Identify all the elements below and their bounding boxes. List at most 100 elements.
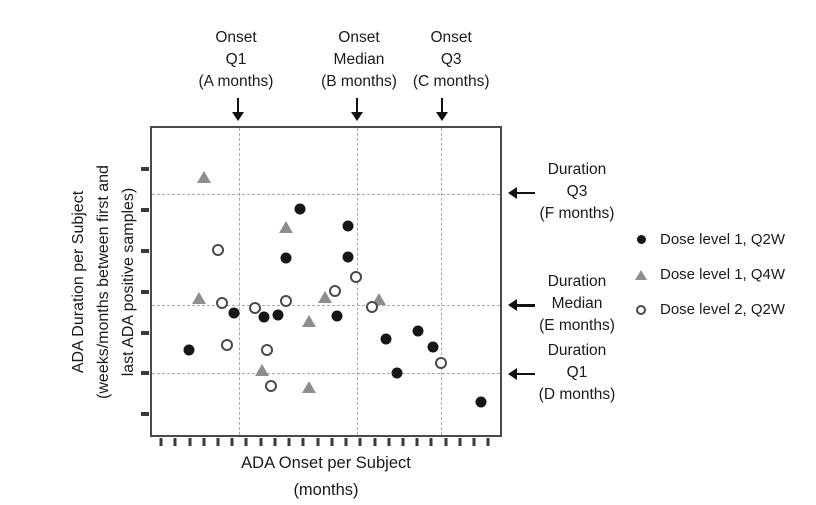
annotation-line: Duration	[547, 160, 607, 178]
data-point-open-circle	[264, 379, 277, 392]
arrow-shaft	[237, 98, 239, 113]
filled-triangle-icon	[635, 269, 647, 280]
annotation-line: Median	[551, 295, 603, 313]
data-point-filled-circle	[475, 396, 487, 408]
y-axis-tick	[141, 330, 149, 335]
legend-marker-filled-triangle	[632, 269, 650, 280]
onset-quartile-annotation: Onset Q1 (A months)	[166, 27, 306, 93]
data-point-filled-circle	[272, 309, 284, 321]
left-arrow-icon	[508, 186, 536, 199]
onset-quartile-gridline	[440, 128, 442, 435]
y-axis-tick	[141, 167, 149, 172]
x-axis-tick	[316, 438, 320, 446]
data-point-filled-circle	[331, 310, 343, 322]
annotation-line: (C months)	[412, 73, 490, 90]
data-point-filled-triangle	[302, 315, 317, 328]
x-axis-tick	[287, 438, 291, 446]
y-axis-tick	[141, 371, 149, 376]
data-point-open-circle	[221, 339, 234, 352]
legend-label: Dose level 2, Q2W	[660, 301, 786, 318]
annotation-line: Q1	[566, 363, 588, 381]
annotation-line: Median	[333, 51, 385, 68]
x-axis-tick	[344, 438, 348, 446]
x-axis-tick	[401, 438, 405, 446]
data-point-filled-circle	[391, 367, 403, 379]
data-point-filled-triangle	[196, 171, 211, 184]
arrow-head	[350, 112, 363, 121]
x-axis-tick	[202, 438, 206, 446]
legend-item: Dose level 1, Q4W	[632, 257, 785, 292]
arrow-shaft	[516, 304, 535, 307]
duration-quartile-annotation: Duration Q3 (F months)	[512, 159, 642, 225]
x-axis-tick	[458, 438, 462, 446]
y-axis-label-line: (weeks/months between first and	[95, 165, 112, 399]
down-arrow-icon	[349, 98, 365, 122]
data-point-filled-circle	[228, 307, 240, 318]
x-axis-tick	[188, 438, 191, 446]
onset-quartile-annotation: Onset Q3 (C months)	[381, 27, 521, 93]
x-axis-tick	[429, 438, 433, 446]
x-axis-tick	[259, 438, 263, 446]
annotation-line: (F months)	[539, 204, 615, 222]
duration-quartile-gridline	[152, 304, 500, 306]
data-point-filled-circle	[294, 203, 306, 215]
legend-marker-filled-circle	[632, 235, 650, 244]
data-point-filled-circle	[427, 341, 439, 353]
annotation-line: Q3	[440, 51, 462, 68]
y-axis-label-line: ADA Duration per Subject	[70, 190, 87, 374]
x-axis-tick	[173, 438, 177, 446]
x-axis-tick	[415, 438, 419, 446]
x-axis-label-line: ADA Onset per Subject	[241, 454, 411, 472]
x-axis-tick	[301, 438, 305, 446]
plot-area	[141, 126, 502, 446]
annotation-line: Q1	[225, 51, 247, 68]
x-axis-label: ADA Onset per Subject (months)	[150, 450, 502, 504]
data-point-filled-triangle	[254, 363, 269, 376]
y-axis-tick	[141, 248, 149, 253]
data-point-filled-triangle	[317, 290, 332, 303]
annotation-line: Onset	[215, 29, 257, 46]
y-axis-label-line: last ADA positive samples)	[120, 187, 137, 377]
data-point-open-circle	[248, 301, 261, 314]
annotation-line: Onset	[430, 29, 472, 46]
x-axis-tick	[472, 438, 476, 446]
data-point-open-circle	[212, 244, 225, 257]
arrow-head	[436, 112, 449, 121]
x-axis-tick	[273, 438, 277, 446]
data-point-open-circle	[434, 356, 447, 369]
x-axis-tick	[330, 438, 334, 446]
x-axis-tick	[230, 438, 234, 446]
legend: Dose level 1, Q2W Dose level 1, Q4W Dose l…	[632, 222, 785, 327]
arrow-head	[508, 367, 517, 380]
duration-quartile-gridline	[152, 372, 500, 374]
legend-marker-open-circle	[632, 304, 650, 315]
data-point-filled-circle	[342, 251, 354, 263]
data-point-filled-triangle	[302, 380, 317, 393]
left-arrow-icon	[508, 299, 536, 312]
data-point-filled-triangle	[192, 291, 207, 304]
x-axis-tick	[216, 438, 220, 446]
data-point-filled-circle	[342, 220, 354, 232]
left-arrow-icon	[508, 367, 536, 380]
arrow-head	[508, 186, 517, 199]
legend-label: Dose level 1, Q4W	[660, 266, 786, 283]
y-axis-label: ADA Duration per Subject (weeks/months b…	[66, 82, 142, 482]
data-point-filled-circle	[280, 252, 292, 264]
data-point-open-circle	[365, 300, 378, 313]
data-point-open-circle	[216, 296, 229, 309]
annotation-line: Q3	[566, 182, 588, 200]
annotation-line: Onset	[338, 29, 380, 46]
down-arrow-icon	[230, 98, 246, 122]
data-point-filled-triangle	[278, 220, 293, 233]
annotation-line: (A months)	[198, 73, 274, 90]
data-point-filled-circle	[412, 325, 424, 337]
data-point-filled-circle	[380, 333, 392, 345]
annotation-line: (B months)	[321, 73, 397, 90]
down-arrow-icon	[434, 98, 450, 122]
data-point-open-circle	[260, 343, 273, 356]
arrow-shaft	[516, 372, 535, 376]
data-point-filled-circle	[183, 344, 195, 356]
data-point-open-circle	[349, 271, 362, 284]
legend-label: Dose level 1, Q2W	[660, 231, 786, 248]
